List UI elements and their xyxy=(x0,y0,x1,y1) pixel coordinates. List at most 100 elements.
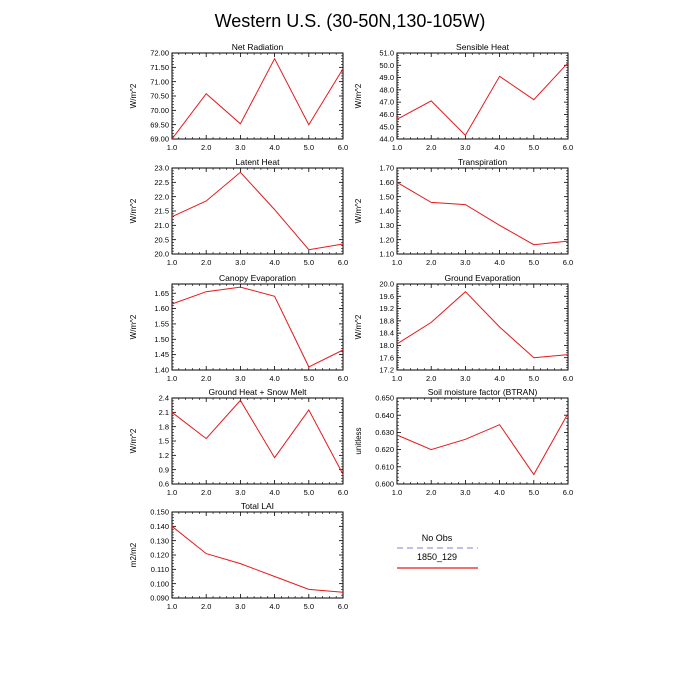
series-line xyxy=(396,62,569,137)
panel-9: Total LAI m2/m2 1.0 2.0 3.0 4.0 5.0 6.0 0.090 0.1… xyxy=(129,501,348,611)
y-tick-label: 0.110 xyxy=(151,565,169,574)
x-tick-label: 5.0 xyxy=(304,143,314,152)
x-tick-label: 6.0 xyxy=(338,143,348,152)
x-tick-label: 4.0 xyxy=(269,374,279,383)
x-tick-label: 1.0 xyxy=(167,258,177,267)
y-tick-label: 71.00 xyxy=(150,77,169,86)
y-tick-label: 1.20 xyxy=(379,235,394,244)
x-tick-label: 1.0 xyxy=(392,143,402,152)
panel-5: Canopy Evaporation W/m^2 1.0 2.0 3.0 4.0 5.0 6.… xyxy=(129,273,348,383)
y-axis-label: W/m^2 xyxy=(129,314,138,339)
y-axis-label: W/m^2 xyxy=(129,428,138,453)
x-tick-label: 5.0 xyxy=(304,374,314,383)
y-tick-label: 49.0 xyxy=(379,73,394,82)
x-tick-label: 3.0 xyxy=(235,258,245,267)
y-tick-label: 44.0 xyxy=(379,135,394,144)
plot-frame xyxy=(396,167,569,255)
panel-4: Transpiration W/m^2 1.0 2.0 3.0 4.0 5.0 6.0 1.10… xyxy=(354,157,573,267)
plot-frame xyxy=(171,167,344,255)
x-tick-label: 2.0 xyxy=(201,143,211,152)
y-tick-label: 0.640 xyxy=(375,411,394,420)
panel-2: Sensible Heat W/m^2 1.0 2.0 3.0 4.0 5.0 6.0 44.0… xyxy=(354,42,573,152)
x-tick-label: 6.0 xyxy=(563,488,573,497)
y-tick-label: 1.70 xyxy=(379,164,394,173)
x-tick-label: 1.0 xyxy=(167,488,177,497)
series-line xyxy=(171,525,344,593)
y-axis-label: W/m^2 xyxy=(129,198,138,223)
x-tick-label: 6.0 xyxy=(338,488,348,497)
series-line xyxy=(171,171,344,251)
y-tick-label: 72.00 xyxy=(150,49,169,58)
y-tick-label: 0.120 xyxy=(150,551,169,560)
y-tick-label: 0.090 xyxy=(150,594,169,603)
y-tick-label: 69.00 xyxy=(150,135,169,144)
y-tick-label: 17.6 xyxy=(379,353,394,362)
y-axis-label: unitless xyxy=(354,427,363,454)
x-tick-label: 1.0 xyxy=(167,374,177,383)
y-tick-label: 1.2 xyxy=(159,451,169,460)
panel-title: Net Radiation xyxy=(232,42,284,52)
panel-3: Latent Heat W/m^2 1.0 2.0 3.0 4.0 5.0 6.0 20.0 20… xyxy=(129,157,348,267)
panel-7: Ground Heat + Snow Melt W/m^2 1.0 2.0 3.0 4.0… xyxy=(129,387,348,497)
y-tick-label: 51.0 xyxy=(379,49,394,58)
y-tick-label: 21.0 xyxy=(154,221,169,230)
x-tick-label: 2.0 xyxy=(426,488,436,497)
x-tick-label: 5.0 xyxy=(304,602,314,611)
x-tick-label: 5.0 xyxy=(529,143,539,152)
series-line xyxy=(171,57,344,140)
y-tick-label: 19.6 xyxy=(379,292,394,301)
y-tick-label: 0.130 xyxy=(150,536,169,545)
y-axis-label: W/m^2 xyxy=(354,198,363,223)
x-tick-label: 2.0 xyxy=(426,374,436,383)
panel-title: Ground Heat + Snow Melt xyxy=(208,387,307,397)
y-tick-label: 20.0 xyxy=(154,250,169,259)
series-line xyxy=(171,286,344,368)
y-axis-label: W/m^2 xyxy=(354,314,363,339)
x-tick-label: 5.0 xyxy=(529,374,539,383)
y-tick-label: 19.2 xyxy=(379,304,394,313)
y-tick-label: 23.0 xyxy=(154,164,169,173)
legend-entry-label: 1850_129 xyxy=(417,552,457,562)
x-tick-label: 2.0 xyxy=(201,258,211,267)
y-tick-label: 50.0 xyxy=(379,61,394,70)
y-tick-label: 1.60 xyxy=(154,304,169,313)
x-tick-label: 6.0 xyxy=(563,258,573,267)
legend: No Obs 1850_129 xyxy=(397,533,478,569)
y-tick-label: 17.2 xyxy=(379,366,394,375)
y-tick-label: 48.0 xyxy=(379,85,394,94)
y-tick-label: 1.8 xyxy=(159,422,169,431)
y-tick-label: 22.5 xyxy=(154,178,169,187)
y-tick-label: 1.5 xyxy=(159,437,169,446)
y-tick-label: 47.0 xyxy=(379,98,394,107)
series-line xyxy=(396,413,569,476)
x-tick-label: 2.0 xyxy=(201,374,211,383)
y-tick-label: 0.150 xyxy=(150,508,169,517)
y-tick-label: 71.50 xyxy=(150,63,169,72)
x-tick-label: 3.0 xyxy=(235,488,245,497)
y-tick-label: 20.0 xyxy=(379,280,394,289)
y-tick-label: 0.610 xyxy=(375,462,394,471)
y-tick-label: 22.0 xyxy=(154,192,169,201)
x-tick-label: 3.0 xyxy=(460,258,470,267)
plot-frame xyxy=(396,397,569,485)
x-tick-label: 2.0 xyxy=(201,488,211,497)
y-tick-label: 1.45 xyxy=(154,350,169,359)
x-tick-label: 6.0 xyxy=(338,602,348,611)
x-tick-label: 6.0 xyxy=(563,143,573,152)
x-tick-label: 3.0 xyxy=(460,143,470,152)
y-tick-label: 2.4 xyxy=(159,394,169,403)
plot-frame xyxy=(171,397,344,485)
plot-frame xyxy=(171,52,344,140)
y-tick-label: 1.50 xyxy=(154,335,169,344)
x-tick-label: 3.0 xyxy=(235,143,245,152)
series-line xyxy=(396,181,569,246)
x-tick-label: 3.0 xyxy=(235,374,245,383)
plot-frame xyxy=(396,283,569,371)
panel-title: Transpiration xyxy=(458,157,508,167)
x-tick-label: 1.0 xyxy=(392,488,402,497)
x-tick-label: 5.0 xyxy=(529,258,539,267)
y-tick-label: 18.0 xyxy=(379,341,394,350)
figure-title: Western U.S. (30-50N,130-105W) xyxy=(215,11,486,31)
y-tick-label: 70.50 xyxy=(150,92,169,101)
x-tick-label: 4.0 xyxy=(494,374,504,383)
